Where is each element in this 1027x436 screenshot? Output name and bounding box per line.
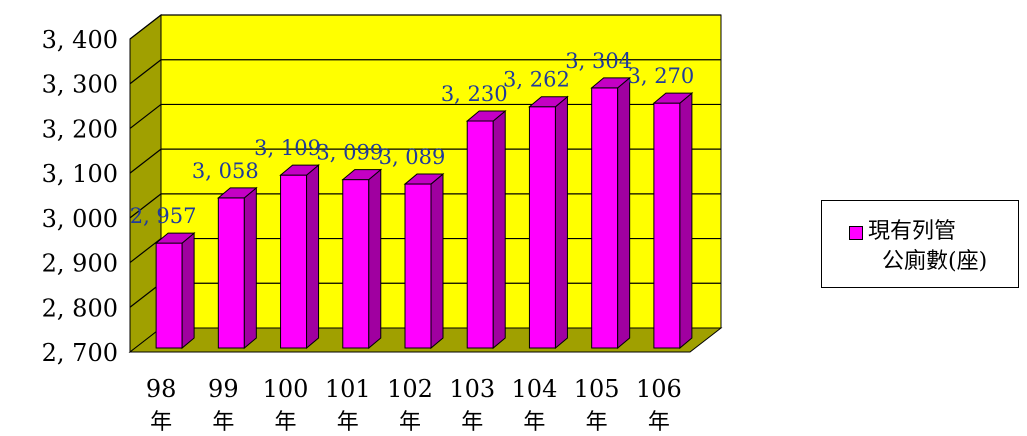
bar-front bbox=[591, 87, 619, 349]
x-tick-unit: 年 bbox=[586, 410, 608, 435]
bar-top bbox=[465, 110, 507, 122]
x-tick-label: 104 bbox=[512, 375, 558, 403]
y-tick-label: 3, 100 bbox=[42, 160, 118, 188]
gridline bbox=[129, 14, 721, 40]
data-label: 3, 270 bbox=[627, 64, 694, 88]
bar-top bbox=[154, 232, 196, 244]
y-tick-label: 3, 200 bbox=[42, 115, 118, 143]
x-tick-label: 103 bbox=[449, 375, 495, 403]
bar-front bbox=[466, 120, 494, 349]
x-tick-unit: 年 bbox=[275, 410, 297, 435]
bar-side bbox=[368, 168, 382, 350]
data-label: 3, 304 bbox=[565, 49, 632, 73]
x-tick-label: 106 bbox=[636, 375, 682, 403]
bar-front bbox=[404, 183, 432, 349]
bar-side bbox=[243, 186, 257, 350]
x-tick-label: 101 bbox=[325, 375, 371, 403]
x-tick-unit: 年 bbox=[150, 410, 172, 435]
y-tick-label: 3, 000 bbox=[42, 205, 118, 233]
legend-label-line-2: 公廁數(座) bbox=[882, 249, 988, 274]
bar-front bbox=[217, 197, 245, 349]
bar-side bbox=[679, 92, 693, 350]
y-tick-label: 2, 700 bbox=[42, 339, 118, 367]
x-tick-unit: 年 bbox=[461, 410, 483, 435]
bar-top bbox=[652, 92, 694, 104]
gridline bbox=[129, 59, 721, 85]
data-label: 3, 089 bbox=[379, 145, 446, 169]
data-label: 3, 262 bbox=[503, 68, 570, 92]
legend: 現有列管 公廁數(座) bbox=[821, 200, 1019, 288]
bar-top bbox=[403, 173, 445, 185]
bar-top bbox=[528, 96, 569, 108]
bar-side bbox=[492, 109, 506, 350]
bar-front bbox=[280, 174, 308, 349]
x-tick-label: 105 bbox=[574, 375, 620, 403]
legend-label: 現有列管 公廁數(座) bbox=[868, 217, 1018, 277]
x-tick-label: 98 bbox=[146, 375, 177, 403]
bar-top bbox=[216, 187, 258, 199]
bar-side bbox=[306, 164, 320, 350]
x-tick-unit: 年 bbox=[399, 410, 421, 435]
x-tick-unit: 年 bbox=[212, 410, 234, 435]
bar-front bbox=[653, 102, 681, 349]
bar-side bbox=[554, 95, 568, 350]
data-label: 2, 957 bbox=[130, 204, 197, 228]
data-label: 3, 230 bbox=[441, 82, 508, 106]
y-tick-label: 3, 300 bbox=[42, 71, 118, 99]
bar-side bbox=[617, 76, 631, 350]
y-tick-label: 2, 900 bbox=[42, 250, 118, 278]
bar-front bbox=[528, 106, 556, 349]
legend-swatch bbox=[849, 226, 863, 240]
bar-side bbox=[430, 172, 444, 350]
x-tick-unit: 年 bbox=[648, 410, 670, 435]
bar-top bbox=[590, 77, 632, 89]
legend-label-line-1: 現有列管 bbox=[868, 219, 957, 244]
x-tick-unit: 年 bbox=[337, 410, 359, 435]
y-tick-label: 3, 400 bbox=[42, 26, 118, 54]
bar-side bbox=[181, 232, 195, 350]
bar-front bbox=[155, 242, 183, 349]
x-tick-label: 102 bbox=[387, 375, 433, 403]
data-label: 3, 109 bbox=[254, 136, 321, 160]
bar-front bbox=[342, 179, 370, 349]
x-tick-unit: 年 bbox=[523, 410, 545, 435]
data-label: 3, 099 bbox=[316, 141, 383, 165]
x-tick-label: 99 bbox=[208, 375, 239, 403]
y-tick-label: 2, 800 bbox=[42, 294, 118, 322]
bar-top bbox=[341, 169, 383, 181]
data-label: 3, 058 bbox=[192, 159, 259, 183]
x-tick-label: 100 bbox=[263, 375, 309, 403]
bar-top bbox=[279, 164, 320, 176]
